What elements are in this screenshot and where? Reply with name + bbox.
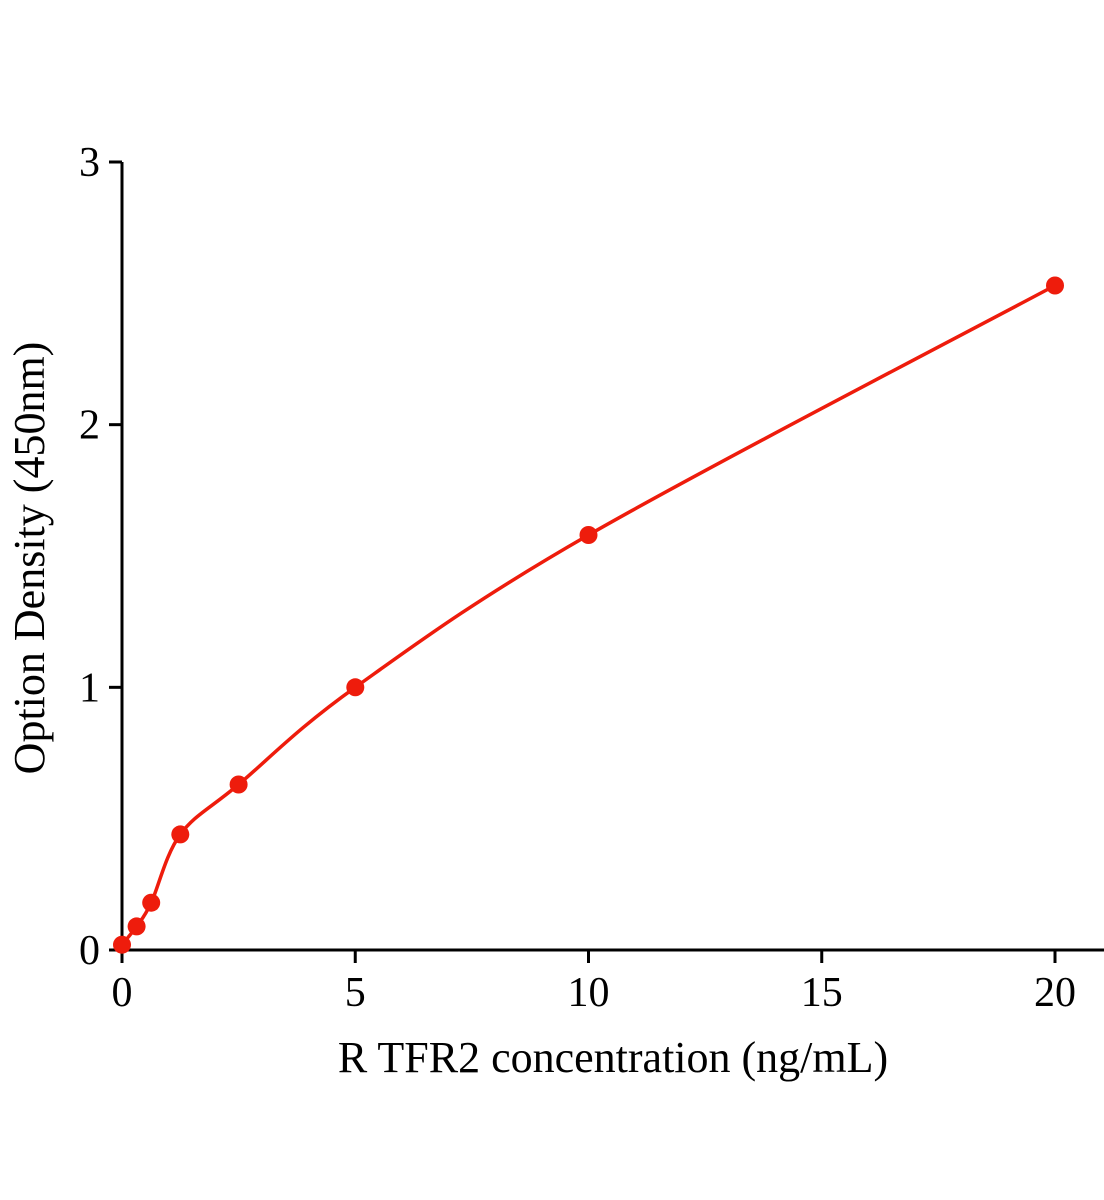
data-point (127, 917, 146, 936)
y-tick-label: 1 (79, 665, 100, 711)
x-tick-label: 20 (1034, 970, 1076, 1016)
plot-area: 0 5 10 15 20 0 1 2 3 (79, 140, 1104, 1016)
data-point (113, 935, 131, 954)
data-point (171, 825, 190, 844)
data-point (229, 775, 248, 794)
x-tick-label: 0 (112, 970, 133, 1016)
fit-curve (120, 283, 1057, 947)
x-tick-label: 10 (568, 970, 610, 1016)
y-tick-label: 0 (79, 928, 100, 974)
y-tick-label: 2 (79, 403, 100, 449)
y-tick-label: 3 (79, 140, 100, 186)
data-point (1046, 276, 1064, 295)
x-tick-label: 15 (801, 970, 843, 1016)
y-axis-title: Option Density (450nm) (5, 342, 54, 775)
x-axis-title: R TFR2 concentration (ng/mL) (338, 1033, 888, 1082)
x-tick-label: 5 (345, 970, 366, 1016)
data-point (346, 678, 365, 697)
data-point (579, 526, 598, 544)
data-point (142, 893, 161, 912)
